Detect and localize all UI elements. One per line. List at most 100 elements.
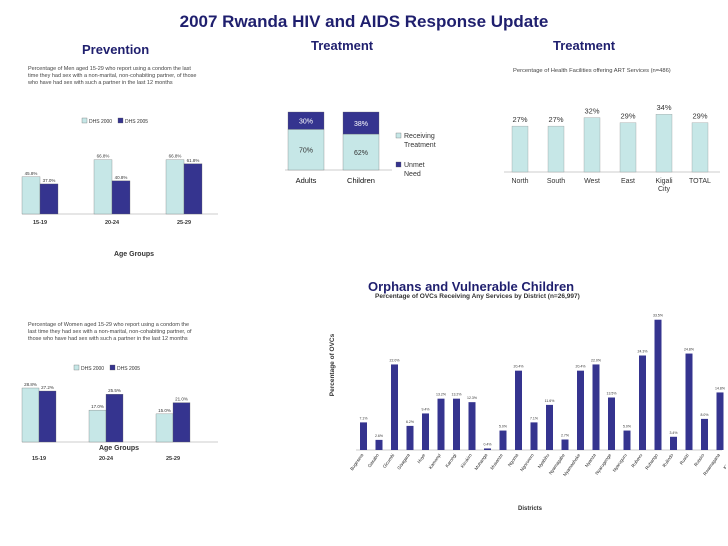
data-label: 61.8% <box>187 158 200 163</box>
legend-label-0: Treatment <box>404 142 436 149</box>
bar-South <box>547 125 565 173</box>
tick-label-Ruhango: Ruhango <box>644 452 659 470</box>
data-label: 8.0% <box>701 413 709 417</box>
tick-label-Gicumbi: Gicumbi <box>382 453 396 469</box>
data-label: 27.2% <box>41 385 54 390</box>
tick-label-Gisagara: Gisagara <box>396 452 411 470</box>
stack-Adults-0 <box>287 129 325 171</box>
data-label: 34% <box>656 103 671 112</box>
bar-Gisagara <box>406 425 414 450</box>
data-label: 21.0% <box>175 397 188 402</box>
tick-label-25-29: 25-29 <box>166 456 180 462</box>
data-label: 37.0% <box>43 178 56 183</box>
data-label: 15.0% <box>158 408 171 413</box>
ovc-chart: 7.1% Bugesera 2.6% Gasabo 22.0% Gicumbi 6.2% Gi… <box>329 314 726 512</box>
men-chart: DHS 2000 DHS 2005 45.8% 37.0% 15-19 66.8% 40.8… <box>21 117 218 258</box>
section-treatment-left: Treatment <box>311 38 374 53</box>
data-label: 24.8% <box>684 348 694 352</box>
data-label: 13.5% <box>607 392 617 396</box>
tick-label-Nyaruguru: Nyaruguru <box>612 452 628 472</box>
stack-Children-1 <box>342 111 380 135</box>
bar-Rwamagana <box>716 392 724 450</box>
data-label: 22.0% <box>591 358 601 362</box>
bar-Nyarugenge <box>608 397 615 450</box>
bar-North <box>511 125 529 173</box>
bar-Huye <box>422 413 429 450</box>
legend-swatch-1 <box>117 117 124 124</box>
tick-label-Children: Children <box>347 176 375 185</box>
bar-Karongi <box>453 398 460 450</box>
stack-Adults-1 <box>287 111 325 130</box>
data-label: 14.8% <box>715 386 725 390</box>
bar-Ngoma <box>515 370 522 450</box>
tick-label-15-19: 15-19 <box>32 456 46 462</box>
bar-15-19-0 <box>21 176 41 215</box>
bar-20-24-1 <box>105 394 124 443</box>
legend-swatch-1 <box>395 161 402 168</box>
tick-label-Rubavu: Rubavu <box>630 452 643 468</box>
data-label: 29% <box>692 112 707 121</box>
tick-label-TOTAL: TOTAL <box>689 178 711 185</box>
bar-Gicumbi <box>391 364 398 450</box>
data-label: 2.7% <box>561 434 569 438</box>
legend-label-1: DHS 2005 <box>125 119 148 125</box>
bar-Rutsiro <box>701 418 708 450</box>
data-label: 66.8% <box>97 154 110 159</box>
tick-label-South: South <box>547 178 565 185</box>
ovc-xlabel: Districts <box>518 506 543 512</box>
data-label: 11.6% <box>545 399 555 403</box>
data-label: 66.8% <box>169 154 182 159</box>
data-label: 9.4% <box>422 407 430 411</box>
bar-East <box>619 122 637 173</box>
data-label: 22.0% <box>390 358 400 362</box>
data-label: 33.5% <box>653 314 663 318</box>
tick-label-Ngororero: Ngororero <box>519 452 535 472</box>
tick-label-20-24: 20-24 <box>105 220 120 226</box>
legend-label-0: Receiving <box>404 133 435 140</box>
tick-label-Karongi: Karongi <box>444 453 457 469</box>
legend-label-1: Need <box>404 171 421 178</box>
legend-label-0: DHS 2000 <box>89 119 112 125</box>
legend-swatch-0 <box>395 132 402 139</box>
women-chart-title: Percentage of Women aged 15-29 who repor… <box>28 322 192 342</box>
tick-label-Rulindo: Rulindo <box>661 452 674 468</box>
ovc-ylabel: Percentage of OVCs <box>329 333 336 396</box>
tick-label-Huye: Huye <box>416 452 426 464</box>
tick-label-Nyabihu: Nyabihu <box>537 452 551 469</box>
tick-label-Gasabo: Gasabo <box>367 452 380 468</box>
bar-Nyanza <box>592 364 600 450</box>
facilities-chart: 27% North 27% South 32% West 29% East 34% KigaliC… <box>504 103 720 193</box>
bar-Ngororero <box>530 422 538 450</box>
bar-20-24-0 <box>88 409 107 443</box>
data-label: 45.8% <box>25 171 38 176</box>
bar-Kigali City <box>655 114 673 173</box>
legend-swatch-0 <box>81 117 88 124</box>
data-label: 20.4% <box>576 365 586 369</box>
tick-label-Rutsiro: Rutsiro <box>693 452 706 467</box>
bar-Rubavu <box>639 355 646 450</box>
bar-Kicukiro <box>468 402 476 450</box>
bar-Kamonyi <box>437 398 445 450</box>
data-label: 32% <box>584 107 599 116</box>
data-label: 70% <box>299 148 313 155</box>
bar-Muhanga <box>484 448 491 450</box>
bar-20-24-0 <box>93 159 113 215</box>
data-label: 5.0% <box>623 425 631 429</box>
bar-Rusizi <box>685 353 693 450</box>
men-chart-title: Percentage of Men aged 15-29 who report … <box>28 66 197 86</box>
bar-25-29-1 <box>172 402 191 443</box>
data-label: 62% <box>354 150 368 157</box>
data-label: 27% <box>548 115 563 124</box>
legend-swatch-0 <box>73 364 80 371</box>
tick-label-Nyanza: Nyanza <box>584 452 597 468</box>
tick-label-Kigali City: City <box>658 186 671 193</box>
women-xlabel: Age Groups <box>99 445 139 452</box>
legend-label-1: DHS 2005 <box>117 366 140 372</box>
data-label: 0.4% <box>484 442 492 446</box>
tick-label-Kayonza: Kayonza <box>722 452 726 470</box>
bar-Gasabo <box>375 439 383 450</box>
legend-label-0: DHS 2000 <box>81 366 104 372</box>
data-label: 5.0% <box>499 425 507 429</box>
bar-Ruhango <box>654 319 662 450</box>
data-label: 13.2% <box>452 393 462 397</box>
